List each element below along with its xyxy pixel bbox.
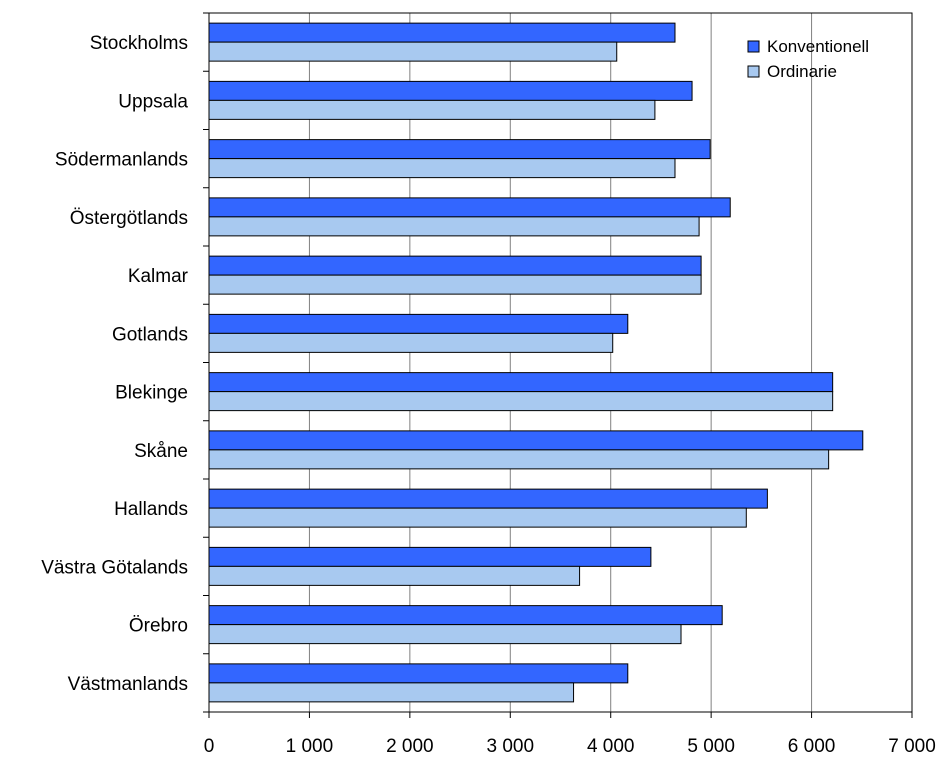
bar-konventionell — [208, 22, 676, 43]
x-tick-label: 0 — [204, 736, 215, 757]
axes — [203, 12, 913, 718]
category-label: Stockholms — [90, 33, 188, 54]
legend-swatch-ordinarie — [747, 65, 760, 78]
category-labels: Stockholms Uppsala Södermanlands Östergötla… — [41, 33, 188, 695]
category-label: Gotlands — [112, 324, 188, 345]
bar-konventionell — [208, 197, 731, 218]
bar-ordinarie — [208, 158, 676, 179]
x-tick-label: 6 000 — [788, 736, 836, 757]
x-tick-label: 5 000 — [687, 736, 735, 757]
x-tick-label: 2 000 — [386, 736, 434, 757]
category-label: Västmanlands — [68, 674, 188, 695]
bar-konventionell — [208, 430, 864, 451]
category-label: Södermanlands — [55, 150, 188, 171]
tick-labels: 0 1 000 2 000 3 000 4 000 5 000 6 000 7 000 — [204, 736, 936, 757]
bar-konventionell — [208, 255, 702, 276]
bar-ordinarie — [208, 41, 618, 62]
category-label: Örebro — [129, 616, 188, 637]
bar-ordinarie — [208, 507, 747, 528]
x-tick-label: 3 000 — [487, 736, 535, 757]
legend: Konventionell Ordinarie — [747, 37, 869, 81]
bar-ordinarie — [208, 391, 834, 412]
x-tick-label: 4 000 — [587, 736, 635, 757]
bars — [208, 22, 864, 703]
bar-konventionell — [208, 488, 768, 509]
bar-ordinarie — [208, 99, 656, 120]
bar-konventionell — [208, 139, 711, 160]
legend-swatch-konventionell — [747, 40, 760, 53]
bar-konventionell — [208, 663, 629, 684]
bar-ordinarie — [208, 624, 682, 645]
bar-ordinarie — [208, 216, 700, 237]
category-label: Blekinge — [115, 383, 188, 404]
bar-konventionell — [208, 372, 834, 393]
x-tick-label: 1 000 — [286, 736, 334, 757]
bar-ordinarie — [208, 332, 614, 353]
x-tick-label: 7 000 — [888, 736, 936, 757]
bar-konventionell — [208, 313, 629, 334]
category-label: Hallands — [114, 499, 188, 520]
bar-ordinarie — [208, 449, 830, 470]
category-label: Kalmar — [128, 266, 189, 287]
category-label: Östergötlands — [70, 208, 188, 229]
category-label: Skåne — [134, 441, 188, 462]
bar-ordinarie — [208, 565, 581, 586]
category-label: Uppsala — [118, 91, 188, 112]
legend-label: Ordinarie — [767, 62, 837, 81]
bar-konventionell — [208, 80, 693, 101]
legend-label: Konventionell — [767, 37, 869, 56]
category-label: Västra Götalands — [41, 557, 188, 578]
bar-konventionell — [208, 546, 652, 567]
bar-ordinarie — [208, 274, 702, 295]
bar-konventionell — [208, 605, 723, 626]
bar-ordinarie — [208, 682, 575, 703]
